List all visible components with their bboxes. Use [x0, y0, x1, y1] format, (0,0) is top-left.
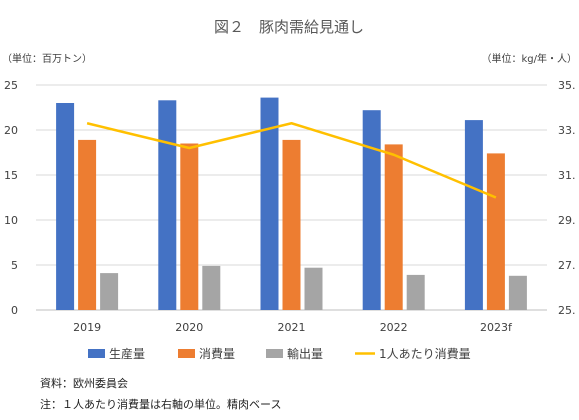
x-tick-label: 2019: [73, 321, 101, 334]
chart-title: 図２ 豚肉需給見通し: [214, 18, 364, 36]
right-axis-unit: （単位：kg/年・人）: [481, 52, 577, 65]
x-tick-label: 2022: [380, 321, 408, 334]
left-tick-label: 5: [11, 259, 18, 272]
right-tick-label: 31.: [558, 169, 576, 182]
footnote: 注：１人あたり消費量は右軸の単位。精肉ベース: [40, 397, 281, 411]
x-tick-label: 2020: [175, 321, 203, 334]
left-tick-label: 25: [4, 79, 18, 92]
right-tick-label: 29.: [558, 214, 576, 227]
left-axis-unit: （単位：百万トン）: [2, 52, 92, 65]
legend-swatch: [178, 349, 195, 358]
legend-label: 1人あたり消費量: [379, 346, 471, 361]
x-tick-label: 2023f: [480, 321, 513, 334]
line-series: [86, 122, 497, 199]
legend-swatch: [266, 349, 283, 358]
bar-輸出量-2019: [100, 273, 119, 310]
bar-消費量-2019: [78, 139, 97, 310]
x-tick-label: 2021: [278, 321, 306, 334]
legend-label: 輸出量: [287, 346, 323, 361]
bar-輸出量-2020: [202, 265, 221, 310]
source-note: 資料：欧州委員会: [40, 376, 128, 390]
bar-生産量-2019: [56, 103, 75, 310]
legend-label: 生産量: [109, 346, 145, 361]
left-tick-label: 10: [4, 214, 18, 227]
legend: 生産量 消費量 輸出量 1人あたり消費量: [88, 346, 471, 361]
right-tick-label: 27.: [558, 259, 576, 272]
right-tick-label: 33.: [558, 124, 576, 137]
bar-輸出量-2022: [406, 274, 425, 310]
bars: [56, 97, 527, 310]
left-tick-label: 0: [11, 304, 18, 317]
bar-生産量-2021: [260, 97, 279, 310]
bar-生産量-2023f: [464, 120, 483, 310]
right-axis-ticks: 25. 27. 29. 31. 33. 35.: [558, 79, 576, 317]
legend-swatch: [88, 349, 105, 358]
left-tick-label: 15: [4, 169, 18, 182]
bar-輸出量-2021: [304, 267, 323, 310]
bar-消費量-2020: [180, 143, 199, 310]
right-tick-label: 25.: [558, 304, 576, 317]
bar-消費量-2022: [384, 144, 403, 310]
legend-label: 消費量: [199, 346, 235, 361]
left-axis-ticks: 0 5 10 15 20 25: [4, 79, 18, 317]
left-tick-label: 20: [4, 124, 18, 137]
bar-輸出量-2023f: [508, 275, 527, 310]
x-axis-ticks: 2019 2020 2021 2022 2023f: [73, 321, 513, 334]
right-tick-label: 35.: [558, 79, 576, 92]
bar-生産量-2022: [362, 110, 381, 310]
bar-消費量-2023f: [486, 153, 505, 310]
bar-消費量-2021: [282, 139, 301, 310]
line-1人あたり消費量: [86, 122, 497, 199]
bar-生産量-2020: [158, 100, 177, 310]
